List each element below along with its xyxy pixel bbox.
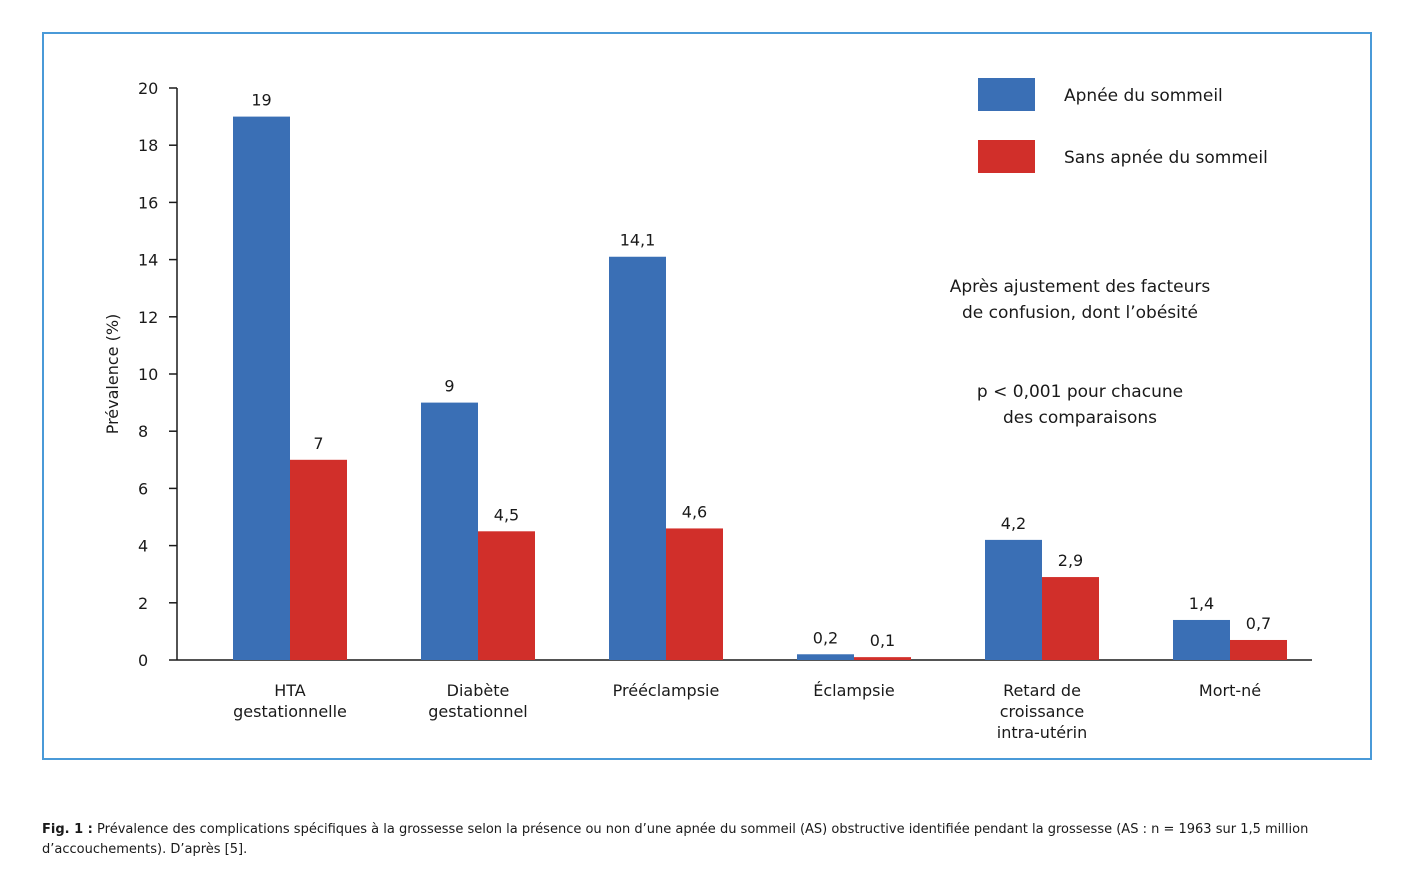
bar-sans-apnee-0	[290, 459, 347, 660]
category-label: Mort-né	[1199, 681, 1261, 700]
category-label: Éclampsie	[813, 681, 895, 700]
category-label: Prééclampsie	[613, 681, 720, 700]
figure-frame	[42, 32, 1372, 760]
value-label: 0,7	[1246, 614, 1271, 633]
value-label: 2,9	[1058, 551, 1083, 570]
bar-apnee-5	[1173, 619, 1230, 660]
value-label: 4,5	[494, 505, 519, 524]
y-tick-label: 16	[138, 193, 158, 212]
value-label: 19	[251, 91, 271, 110]
y-tick-label: 0	[138, 651, 148, 670]
y-tick-label: 18	[138, 136, 158, 155]
bar-apnee-1	[421, 402, 478, 660]
legend: Apnée du sommeil Sans apnée du sommeil	[978, 78, 1268, 173]
value-label: 4,2	[1001, 514, 1026, 533]
category-labels: HTA gestationnelle Diabète gestationnel Préé…	[233, 681, 1261, 742]
y-tick-label: 12	[138, 308, 158, 327]
caption-label: Fig. 1 :	[42, 822, 93, 837]
bar-sans-apnee-1	[478, 531, 535, 660]
value-label: 0,2	[813, 628, 838, 647]
value-label: 4,6	[682, 502, 707, 521]
category-label: Diabète gestationnel	[428, 681, 528, 721]
y-tick-label: 8	[138, 422, 148, 441]
legend-label: Apnée du sommeil	[1064, 86, 1223, 106]
value-label: 1,4	[1189, 594, 1214, 613]
bar-apnee-0	[233, 116, 290, 661]
value-label: 9	[444, 377, 454, 396]
legend-swatch	[978, 140, 1035, 173]
y-tick-label: 4	[138, 537, 148, 556]
bar-sans-apnee-2	[666, 528, 723, 660]
category-label: Retard de croissance intra-utérin	[997, 681, 1087, 742]
y-tick-label: 10	[138, 365, 158, 384]
bar-sans-apnee-3	[854, 657, 911, 660]
y-tick-label: 20	[138, 79, 158, 98]
y-axis-label: Prévalence (%)	[103, 314, 122, 435]
legend-swatch	[978, 78, 1035, 111]
value-label: 14,1	[620, 231, 656, 250]
y-tick-label: 14	[138, 251, 158, 270]
annotation: p < 0,001 pour chacune des comparaisons	[977, 382, 1183, 428]
value-label: 7	[313, 434, 323, 453]
bar-sans-apnee-4	[1042, 577, 1099, 660]
value-labels: 19 9 14,1 0,2 4,2 1,4 7 4,5 4,6 0,1 2,9 0,7	[251, 91, 1271, 651]
figure-caption: Fig. 1 : Prévalence des complications sp…	[42, 820, 1374, 860]
annotation: Après ajustement des facteurs de confusio…	[950, 277, 1211, 323]
bars	[233, 116, 1287, 661]
category-label: HTA gestationnelle	[233, 681, 347, 721]
legend-label: Sans apnée du sommeil	[1064, 148, 1268, 168]
annotations: Après ajustement des facteurs de confusio…	[950, 277, 1211, 428]
bar-apnee-2	[609, 256, 666, 660]
y-ticks: 0 2 4 6 8 10 12 14 16 18 20	[138, 79, 177, 670]
y-tick-label: 2	[138, 594, 148, 613]
bar-apnee-3	[797, 654, 854, 660]
y-tick-label: 6	[138, 479, 148, 498]
value-label: 0,1	[870, 631, 895, 650]
bar-sans-apnee-5	[1230, 639, 1287, 660]
bar-apnee-4	[985, 539, 1042, 660]
caption-text: Prévalence des complications spécifiques…	[42, 822, 1309, 857]
